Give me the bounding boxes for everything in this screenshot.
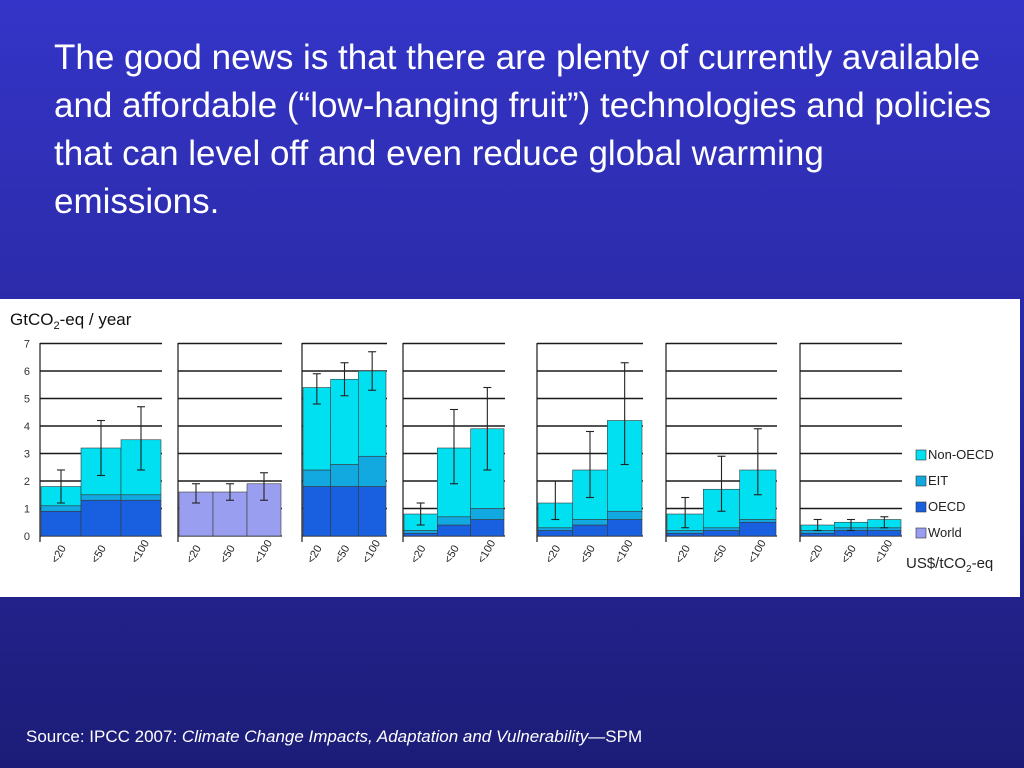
x-tick-label: <20 xyxy=(184,543,204,565)
bar-segment xyxy=(867,530,902,537)
y-tick-label: 0 xyxy=(24,531,30,543)
y-tick-label: 1 xyxy=(24,504,30,516)
x-tick-label: <20 xyxy=(673,543,693,565)
y-tick-label: 7 xyxy=(24,339,30,351)
bar-segment xyxy=(80,499,122,537)
bar-segment xyxy=(330,464,359,487)
legend-swatch xyxy=(915,475,927,487)
x-tick-label: <100 xyxy=(129,538,152,565)
source-suffix: —SPM xyxy=(588,727,643,746)
bar-segment xyxy=(80,494,122,501)
bar-segment xyxy=(120,494,162,501)
bar-segment xyxy=(666,530,704,534)
bar-segment xyxy=(470,508,505,520)
x-tick-label: <20 xyxy=(544,543,564,565)
bar-segment xyxy=(120,499,162,537)
bar-segment xyxy=(537,530,573,537)
bar-segment xyxy=(437,524,471,537)
legend-label: OECD xyxy=(928,499,966,514)
legend-label: World xyxy=(928,525,962,540)
x-tick-label: <20 xyxy=(409,543,429,565)
source-citation: Source: IPCC 2007: Climate Change Impact… xyxy=(26,727,642,747)
x-tick-label: <20 xyxy=(806,543,826,565)
y-tick-label: 4 xyxy=(24,421,30,433)
bar-segment xyxy=(834,530,868,537)
legend-swatch xyxy=(915,527,927,539)
x-tick-label: <100 xyxy=(746,538,769,565)
bar-segment xyxy=(302,486,331,537)
legend-label: EIT xyxy=(928,473,948,488)
x-tick-label: <100 xyxy=(360,538,383,565)
y-tick-label: 3 xyxy=(24,449,30,461)
x-tick-label: <100 xyxy=(613,538,636,565)
bar-segment xyxy=(739,519,777,523)
bar-segment xyxy=(739,521,777,537)
bar-segment xyxy=(40,510,82,537)
bar-segment xyxy=(403,530,438,534)
bar-segment xyxy=(607,510,643,520)
bar-segment xyxy=(330,486,359,537)
bar-segment xyxy=(800,532,835,537)
bar-segment xyxy=(358,486,387,537)
x-tick-label: <50 xyxy=(333,543,353,565)
x-tick-label: <20 xyxy=(49,543,69,565)
bar-segment xyxy=(358,370,387,457)
x-tick-label: <50 xyxy=(89,543,109,565)
bar-segment xyxy=(607,519,643,537)
legend-label: Non-OECD xyxy=(928,447,994,462)
y-tick-label: 6 xyxy=(24,366,30,378)
bar-segment xyxy=(403,532,438,537)
y-tick-label: 2 xyxy=(24,476,30,488)
emissions-chart: GtCO2-eq / year 0 1 2 3 4 5 6 7 <20 <50 <100 <20 <50 <… xyxy=(10,310,994,575)
x-tick-label: <100 xyxy=(252,538,275,565)
bar-segment xyxy=(40,505,82,512)
headline: The good news is that there are plenty o… xyxy=(54,38,992,221)
x-tick-label: <50 xyxy=(578,543,598,565)
x-tick-label: <20 xyxy=(305,543,325,565)
bar-segment xyxy=(572,519,608,526)
x-tick-label: <100 xyxy=(873,538,896,565)
bar-segment xyxy=(358,455,387,487)
y-tick-label: 5 xyxy=(24,394,30,406)
legend-swatch xyxy=(915,501,927,513)
bar-segment xyxy=(302,469,331,487)
chart-panel: GtCO2-eq / year 0 1 2 3 4 5 6 7 <20 <50 <100 <20 <50 <… xyxy=(0,299,1020,597)
x-tick-label: <50 xyxy=(218,543,238,565)
bar-segment xyxy=(572,524,608,537)
bar-segment xyxy=(537,527,573,531)
bar-segment xyxy=(437,516,471,526)
x-tick-label: <100 xyxy=(476,538,499,565)
legend-swatch xyxy=(915,449,927,461)
x-tick-label: <50 xyxy=(442,543,462,565)
x-axis-label: US$/tCO2-eq xyxy=(906,555,993,575)
y-axis-label: GtCO2-eq / year xyxy=(10,310,132,332)
source-prefix: Source: IPCC 2007: xyxy=(26,727,182,746)
bar-segment xyxy=(703,530,740,537)
bar-segment xyxy=(470,519,505,537)
bar-segment xyxy=(666,532,704,537)
source-title: Climate Change Impacts, Adaptation and V… xyxy=(181,727,589,746)
bar-segment xyxy=(703,527,740,531)
x-tick-label: <50 xyxy=(710,543,730,565)
x-tick-label: <50 xyxy=(839,543,859,565)
